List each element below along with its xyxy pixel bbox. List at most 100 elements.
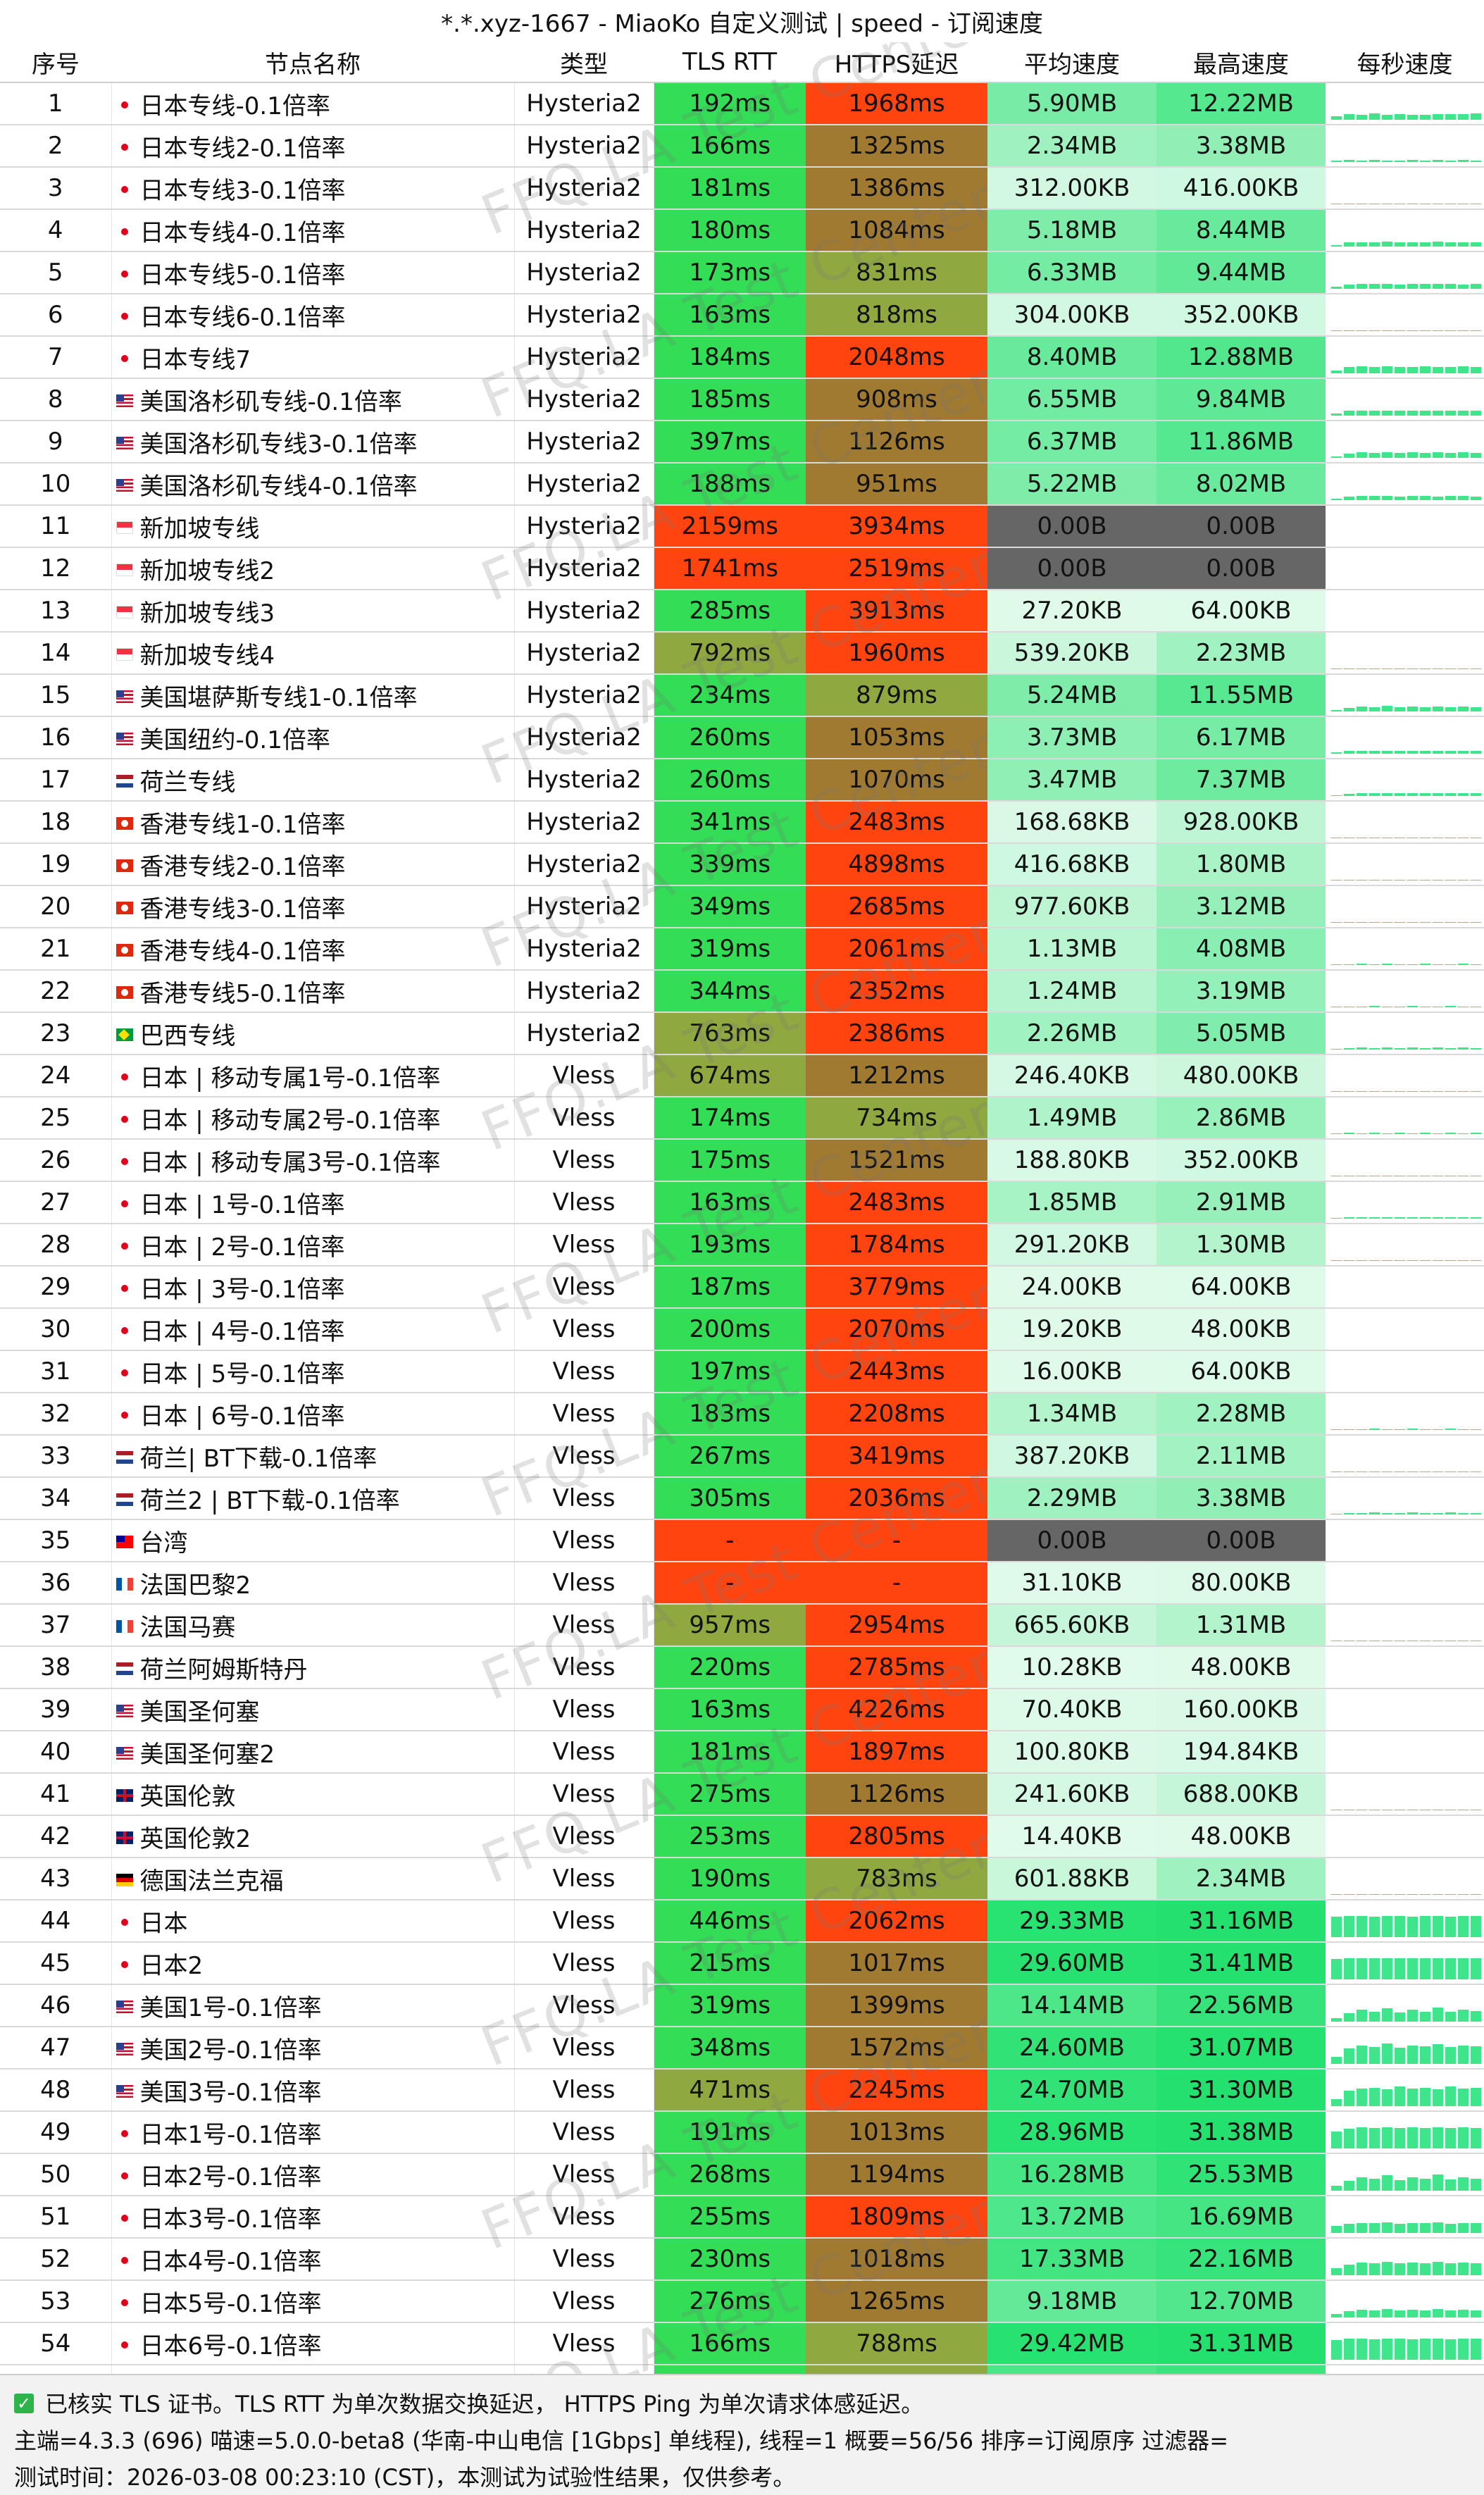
per-second-sparkline-cell (1326, 1688, 1484, 1731)
sparkline-bar (1471, 2223, 1481, 2233)
sparkline-bar (1433, 1894, 1443, 1895)
node-name: 美国堪萨斯专线1-0.1倍率 (139, 683, 418, 712)
sparkline-bar (1420, 1958, 1430, 1979)
node-name: 日本专线5-0.1倍率 (139, 261, 346, 290)
sparkline (1331, 931, 1481, 965)
sparkline-bar (1420, 793, 1430, 796)
table-header-row: 序号 节点名称 类型 TLS RTT HTTPS延迟 平均速度 最高速度 每秒速… (0, 42, 1484, 83)
avg-speed-cell: 2.26MB (987, 1012, 1156, 1055)
sparkline-bar (1433, 1958, 1443, 1979)
table-row: 52 日本4号-0.1倍率 Vless 230ms 1018ms 17.33MB 22.16… (0, 2238, 1484, 2281)
per-second-sparkline-cell (1326, 167, 1484, 210)
tls-rtt-cell: - (654, 1562, 806, 1605)
sparkline-bar (1407, 2046, 1418, 2064)
sparkline-bar (1433, 2309, 1443, 2317)
tls-rtt-cell: 319ms (654, 1984, 806, 2027)
sparkline-bar (1471, 1513, 1481, 1514)
sparkline (1331, 340, 1481, 373)
sparkline-bar (1458, 2089, 1469, 2106)
https-latency-cell: - (806, 1519, 987, 1562)
avg-speed-cell: 3.47MB (987, 759, 1156, 802)
node-name: 新加坡专线3 (139, 599, 275, 628)
row-index: 31 (0, 1350, 112, 1393)
avg-speed-cell: 1.13MB (987, 928, 1156, 971)
sparkline-bar (1331, 2132, 1342, 2148)
row-index: 51 (0, 2196, 112, 2239)
sparkline-bar (1445, 1133, 1456, 1134)
sparkline-bar (1331, 795, 1342, 796)
node-type: Vless (514, 1773, 654, 1816)
sparkline (1331, 1396, 1481, 1430)
tls-rtt-cell: 163ms (654, 1688, 806, 1731)
sparkline-bar (1331, 2226, 1342, 2233)
tls-rtt-cell: 190ms (654, 1858, 806, 1900)
https-latency-cell: 1897ms (806, 1731, 987, 1774)
max-speed-cell: 11.55MB (1156, 674, 1326, 717)
sparkline-bar (1331, 1959, 1342, 1979)
table-row: 35 台湾 Vless - -0.00B 0.00B (0, 1519, 1484, 1562)
sparkline-bar (1331, 1091, 1342, 1092)
https-latency-cell: 1018ms (806, 2238, 987, 2281)
sparkline-bar (1458, 668, 1469, 669)
avg-speed-cell: 70.40KB (987, 1688, 1156, 1731)
avg-speed-cell: 28.96MB (987, 2111, 1156, 2154)
row-index: 32 (0, 1393, 112, 1436)
https-latency-cell: 734ms (806, 1097, 987, 1140)
https-latency-cell: 1017ms (806, 1942, 987, 1985)
sparkline-bar (1420, 964, 1430, 965)
node-type: Vless (514, 1224, 654, 1267)
node-name: 日本 (139, 1909, 188, 1938)
node-type: Hysteria2 (514, 801, 654, 844)
avg-speed-cell: 6.55MB (987, 378, 1156, 421)
sparkline (1331, 466, 1481, 500)
sparkline-bar (1433, 2262, 1443, 2275)
table-row: 50 日本2号-0.1倍率 Vless 268ms 1194ms 16.28MB 25.53… (0, 2153, 1484, 2196)
node-name: 巴西专线 (139, 1021, 236, 1050)
sparkline-bar (1331, 1260, 1342, 1261)
table-row: 26 日本 | 移动专属3号-0.1倍率 Vless 175ms 1521ms 188.8… (0, 1139, 1484, 1182)
sparkline-bar (1407, 452, 1418, 458)
sparkline-bar (1344, 794, 1354, 796)
sparkline-bar (1445, 793, 1456, 796)
max-speed-cell: 8.44MB (1156, 209, 1326, 252)
https-latency-cell: 1325ms (806, 125, 987, 168)
sparkline-bar (1344, 2311, 1354, 2317)
sparkline-bar (1420, 1048, 1430, 1050)
flag-sg-icon (116, 606, 133, 618)
sparkline-bar (1445, 1894, 1456, 1895)
row-index: 27 (0, 1181, 112, 1224)
sparkline-bar (1445, 330, 1456, 331)
flag-us-icon (116, 394, 133, 407)
sparkline-bar (1369, 707, 1380, 711)
sparkline-bar (1344, 285, 1354, 289)
sparkline-bar (1407, 330, 1418, 331)
sparkline-bar (1357, 751, 1367, 754)
avg-speed-cell: 100.80KB (987, 1731, 1156, 1774)
node-name: 香港专线3-0.1倍率 (139, 895, 346, 923)
sparkline-bar (1407, 115, 1418, 120)
sparkline (1331, 973, 1481, 1007)
sparkline-bar (1369, 880, 1380, 881)
max-speed-cell: 22.56MB (1156, 1984, 1326, 2027)
node-type: Hysteria2 (514, 716, 654, 759)
sparkline-bar (1407, 668, 1418, 669)
sparkline-bar (1357, 2223, 1367, 2233)
col-header-index: 序号 (0, 42, 111, 83)
avg-speed-cell: 188.80KB (987, 1139, 1156, 1182)
node-type: Hysteria2 (514, 378, 654, 421)
node-name: 美国1号-0.1倍率 (139, 1993, 322, 2022)
https-latency-cell: 3934ms (806, 505, 987, 548)
row-index: 40 (0, 1731, 112, 1774)
sparkline-bar (1331, 1429, 1342, 1430)
https-latency-cell: 1960ms (806, 632, 987, 675)
sparkline-bar (1382, 922, 1392, 923)
avg-speed-cell: 0.00B (987, 547, 1156, 590)
flag-us-icon (116, 690, 133, 703)
avg-speed-cell: 312.00KB (987, 167, 1156, 210)
node-type: Vless (514, 1688, 654, 1731)
per-second-sparkline-cell (1326, 1308, 1484, 1351)
row-index: 5 (0, 251, 112, 294)
sparkline-bar (1471, 1916, 1481, 1937)
tls-rtt-cell: 1741ms (654, 547, 806, 590)
sparkline-bar (1458, 793, 1469, 796)
